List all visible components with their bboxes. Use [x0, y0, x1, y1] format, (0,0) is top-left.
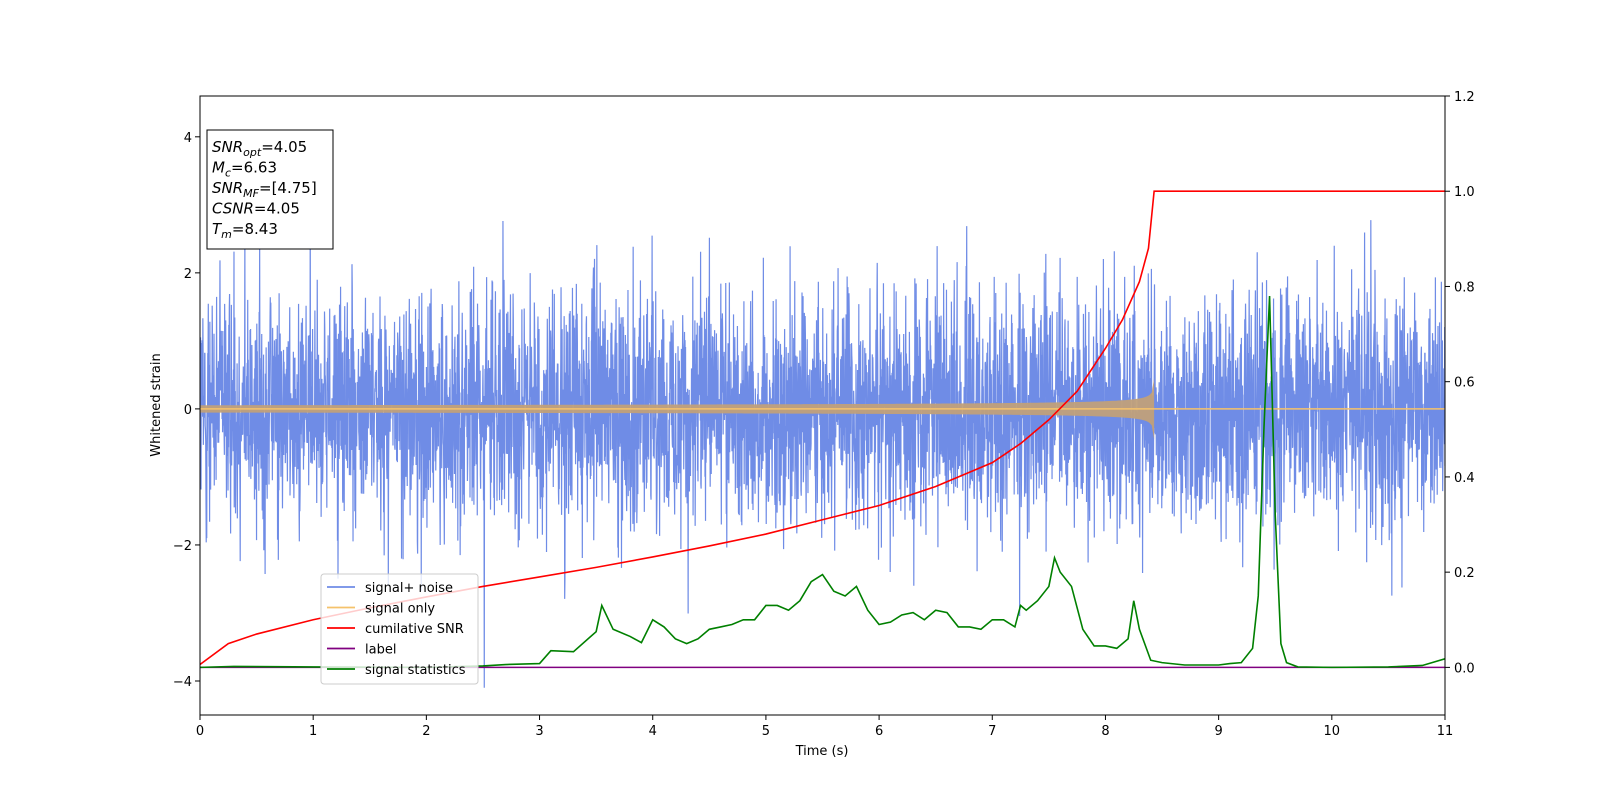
series-signal-statistics	[200, 295, 1445, 669]
info-box-frame	[206, 129, 334, 250]
y-tick-label-right: 0.6	[1454, 376, 1475, 391]
legend-label: signal+ noise	[365, 581, 453, 596]
y-tick-label-right: 0.0	[1454, 661, 1475, 676]
y-tick-label-left: 4	[184, 131, 192, 146]
x-tick-label: 6	[875, 724, 883, 739]
y-tick-label-right: 0.2	[1454, 566, 1475, 581]
info-box-line: Tm=8.43	[212, 220, 278, 241]
y-tick-label-left: 0	[184, 403, 192, 418]
legend-label: signal only	[365, 602, 435, 617]
info-box-line: CSNR=4.05	[212, 200, 300, 218]
legend-label: cumilative SNR	[365, 622, 464, 637]
x-tick-label: 1	[309, 724, 317, 739]
info-box-line: Mc=6.63	[212, 159, 277, 180]
x-tick-label: 8	[1101, 724, 1109, 739]
y-tick-label-right: 1.2	[1454, 90, 1475, 105]
legend-frame	[320, 573, 479, 685]
y-tick-label-left: 2	[184, 267, 192, 282]
x-tick-label: 11	[1437, 724, 1454, 739]
x-tick-label: 7	[988, 724, 996, 739]
x-tick-label: 2	[422, 724, 430, 739]
y-axis-label: Whitened strain	[149, 353, 164, 456]
y-tick-label-right: 0.8	[1454, 280, 1475, 295]
x-tick-label: 9	[1214, 724, 1222, 739]
x-tick-label: 3	[535, 724, 543, 739]
y-tick-label-left: −2	[173, 539, 192, 554]
y-tick-label-left: −4	[173, 675, 192, 690]
info-box-line: SNRopt=4.05	[212, 138, 307, 159]
legend-label: label	[365, 643, 396, 658]
legend-label: signal statistics	[365, 663, 466, 678]
x-tick-label: 4	[649, 724, 657, 739]
series-signal-noise	[200, 201, 1445, 688]
x-tick-label: 5	[762, 724, 770, 739]
y-tick-label-right: 1.0	[1454, 185, 1475, 200]
x-axis-label: Time (s)	[795, 744, 849, 759]
x-tick-label: 0	[196, 724, 204, 739]
info-box-line: SNRMF=[4.75]	[212, 179, 317, 200]
plot-frame	[199, 95, 1446, 716]
x-tick-label: 10	[1324, 724, 1341, 739]
y-tick-label-right: 0.4	[1454, 471, 1475, 486]
